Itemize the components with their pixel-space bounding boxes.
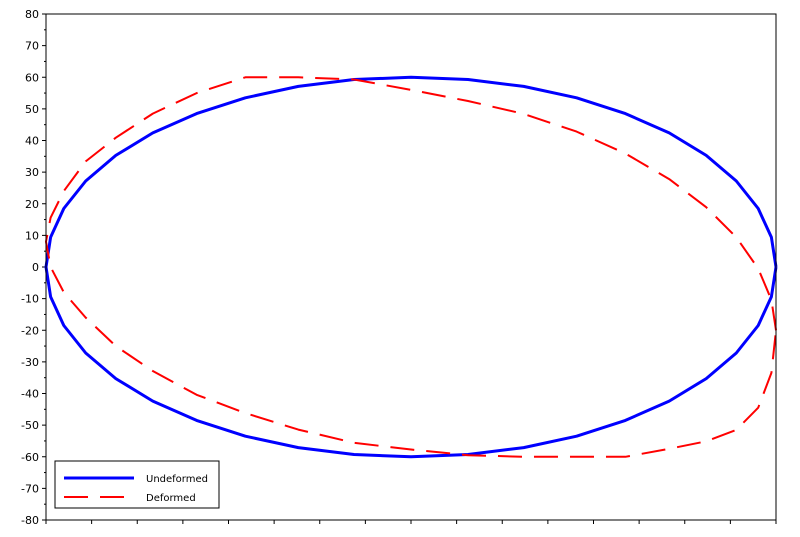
y-tick-label: -50 <box>21 419 39 432</box>
legend-label-undeformed: Undeformed <box>146 474 208 485</box>
legend-label-deformed: Deformed <box>146 493 196 504</box>
y-tick-label: 0 <box>32 261 39 274</box>
legend-box <box>54 460 220 509</box>
y-tick-label: 60 <box>25 71 39 84</box>
y-tick-label: 10 <box>25 229 39 242</box>
y-tick-label: -10 <box>21 293 39 306</box>
y-tick-label: -60 <box>21 451 39 464</box>
y-tick-label: 20 <box>25 198 39 211</box>
y-tick-label: -30 <box>21 356 39 369</box>
y-tick-label: -70 <box>21 482 39 495</box>
y-tick-label: -20 <box>21 324 39 337</box>
legend: Undeformed Deformed <box>54 460 220 509</box>
y-tick-label: 80 <box>25 8 39 21</box>
y-tick-label: 70 <box>25 40 39 53</box>
plot-area-border <box>45 13 777 521</box>
axis-ticks: -80 -70 -60 -50 -40 -30 -20 -10 0 10 20 30 40 50 60 70 8… <box>21 8 777 527</box>
y-tick-label: -40 <box>21 388 39 401</box>
y-tick-label: 30 <box>25 166 39 179</box>
y-tick-label: -80 <box>21 514 39 527</box>
y-tick-label: 40 <box>25 135 39 148</box>
y-tick-label: 50 <box>25 103 39 116</box>
